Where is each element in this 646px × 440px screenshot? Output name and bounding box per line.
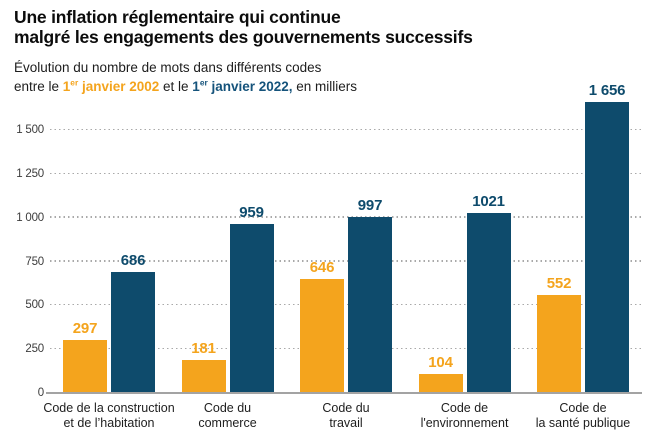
y-axis-tick-label: 1 250 bbox=[16, 168, 44, 181]
gridline bbox=[50, 260, 642, 262]
bar-value-label: 104 bbox=[428, 354, 453, 371]
bar-2022 bbox=[111, 272, 155, 392]
bar-2002 bbox=[181, 360, 226, 392]
date-2022-label: 1er janvier 2022, bbox=[192, 77, 293, 94]
bar-value-label: 181 bbox=[191, 340, 216, 357]
bar-2002 bbox=[418, 374, 463, 392]
bar-2002 bbox=[300, 279, 344, 392]
y-axis-tick-label: 750 bbox=[25, 255, 44, 268]
gridline bbox=[50, 128, 642, 131]
bar-2002 bbox=[63, 340, 107, 392]
bar-column-2022: 1021 bbox=[466, 193, 511, 392]
date-2002-label: 1er janvier 2002 bbox=[62, 77, 160, 94]
y-axis-tick-label: 1 000 bbox=[16, 211, 44, 224]
chart-subtitle-line2: entre le 1er janvier 2002 et le 1er janv… bbox=[14, 77, 473, 96]
y-axis-tick-label: 250 bbox=[25, 343, 44, 356]
y-axis-tick-label: 1 500 bbox=[16, 124, 44, 137]
subtitle-middle: et le bbox=[159, 78, 193, 94]
bar-group: 104 1021 Code de l'environnement bbox=[418, 102, 511, 430]
bar-value-label: 297 bbox=[72, 320, 98, 337]
date-2002-base: 1 bbox=[62, 78, 71, 94]
bar-column-2022: 959 bbox=[229, 204, 274, 392]
bar-column-2002: 297 bbox=[63, 320, 107, 392]
chart-subtitle-line1: Évolution du nombre de mots dans différe… bbox=[14, 59, 322, 75]
bar-value-label: 1021 bbox=[472, 193, 505, 210]
subtitle-suffix: en milliers bbox=[292, 78, 358, 94]
bar-group: 646 997 Code du travail bbox=[300, 102, 392, 430]
date-2002-rest: janvier 2002 bbox=[78, 78, 160, 94]
bar-column-2002: 181 bbox=[181, 340, 226, 392]
bar-value-label: 646 bbox=[309, 259, 335, 276]
date-2022-rest: janvier 2022, bbox=[207, 78, 293, 94]
bar-2022 bbox=[348, 217, 392, 392]
bar-column-2022: 997 bbox=[348, 197, 392, 392]
bar-2022 bbox=[585, 102, 629, 392]
bar-value-label: 997 bbox=[357, 197, 383, 214]
category-label: Code de l'environnement bbox=[420, 401, 509, 431]
date-2022-superscript: er bbox=[199, 77, 208, 88]
gridline bbox=[50, 216, 642, 218]
chart-title-line2: malgré les engagements des gouvernements… bbox=[14, 27, 473, 48]
category-label: Code du travail bbox=[322, 401, 370, 431]
y-axis-tick-label: 500 bbox=[25, 299, 44, 312]
bar-value-label: 1 656 bbox=[588, 82, 626, 99]
gridline bbox=[50, 347, 642, 350]
bar-column-2002: 104 bbox=[418, 354, 463, 392]
bar-2002 bbox=[537, 295, 581, 392]
bar-group: 552 1 656 Code de la santé publique bbox=[536, 82, 631, 430]
bar-group: 297 686 Code de la construction et de l’ha… bbox=[43, 102, 174, 430]
bar-2022 bbox=[229, 224, 274, 392]
y-axis-tick-label: 0 bbox=[37, 387, 44, 399]
x-axis-line bbox=[46, 392, 642, 394]
bar-column-2022: 1 656 bbox=[585, 82, 629, 392]
bar-column-2022: 686 bbox=[111, 252, 155, 392]
bar-chart: 0 250 500 750 1 000 1 250 1 500 297 686 Code de l… bbox=[0, 82, 646, 430]
gridline bbox=[50, 172, 642, 175]
subtitle-prefix: entre le bbox=[14, 78, 63, 94]
date-2002-superscript: er bbox=[70, 77, 79, 88]
date-2022-base: 1 bbox=[192, 78, 200, 94]
bar-value-label: 959 bbox=[239, 204, 264, 221]
bar-column-2002: 552 bbox=[537, 275, 581, 392]
bar-column-2002: 646 bbox=[300, 259, 344, 392]
bar-value-label: 686 bbox=[120, 252, 146, 269]
category-label: Code de la santé publique bbox=[535, 401, 631, 431]
chart-title-line1: Une inflation réglementaire qui continue bbox=[14, 7, 341, 27]
bar-value-label: 552 bbox=[546, 275, 572, 292]
header: Une inflation réglementaire qui continue… bbox=[14, 7, 473, 96]
bar-2022 bbox=[466, 213, 511, 392]
chart-title: Une inflation réglementaire qui continue… bbox=[14, 7, 473, 48]
gridline bbox=[50, 303, 642, 306]
category-label: Code du commerce bbox=[198, 401, 257, 431]
category-label: Code de la construction et de l’habitati… bbox=[43, 401, 175, 431]
chart-subtitle: Évolution du nombre de mots dans différe… bbox=[14, 58, 473, 97]
bar-group: 181 959 Code du commerce bbox=[181, 102, 274, 430]
